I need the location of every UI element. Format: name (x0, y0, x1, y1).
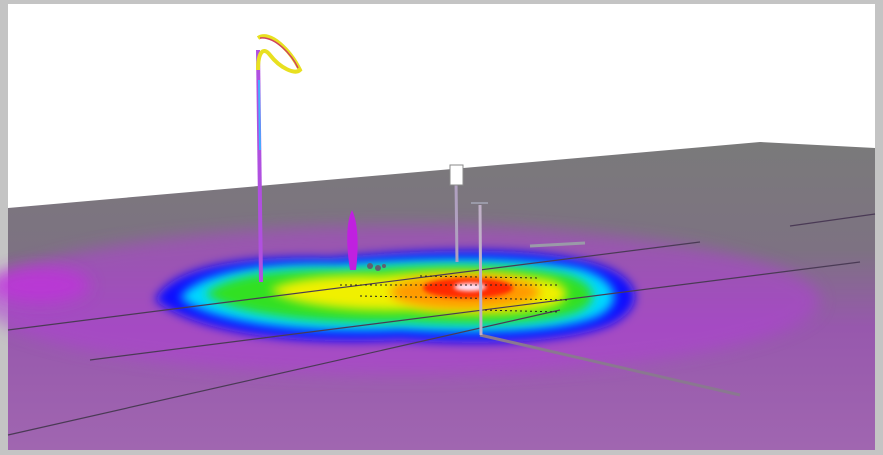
line (359, 295, 571, 301)
object (367, 263, 373, 269)
line (7, 241, 701, 331)
small-objects (367, 263, 386, 271)
pole (454, 179, 459, 263)
luminaire (256, 34, 303, 74)
glow (0, 267, 90, 303)
heatmap (155, 250, 635, 343)
luminaire-edge (259, 37, 299, 69)
object (382, 264, 386, 268)
line (89, 261, 861, 361)
pole-highlight (258, 79, 261, 151)
line (789, 213, 876, 227)
pole (478, 204, 483, 336)
right-pole (471, 202, 488, 336)
line (7, 309, 561, 436)
sign (449, 164, 464, 186)
strip (529, 241, 586, 248)
shadow (479, 333, 741, 397)
object (375, 265, 381, 271)
figure (347, 210, 358, 270)
center-pole (449, 164, 464, 263)
ground-lines (7, 213, 876, 436)
left-pole (256, 34, 303, 283)
line (479, 309, 561, 313)
